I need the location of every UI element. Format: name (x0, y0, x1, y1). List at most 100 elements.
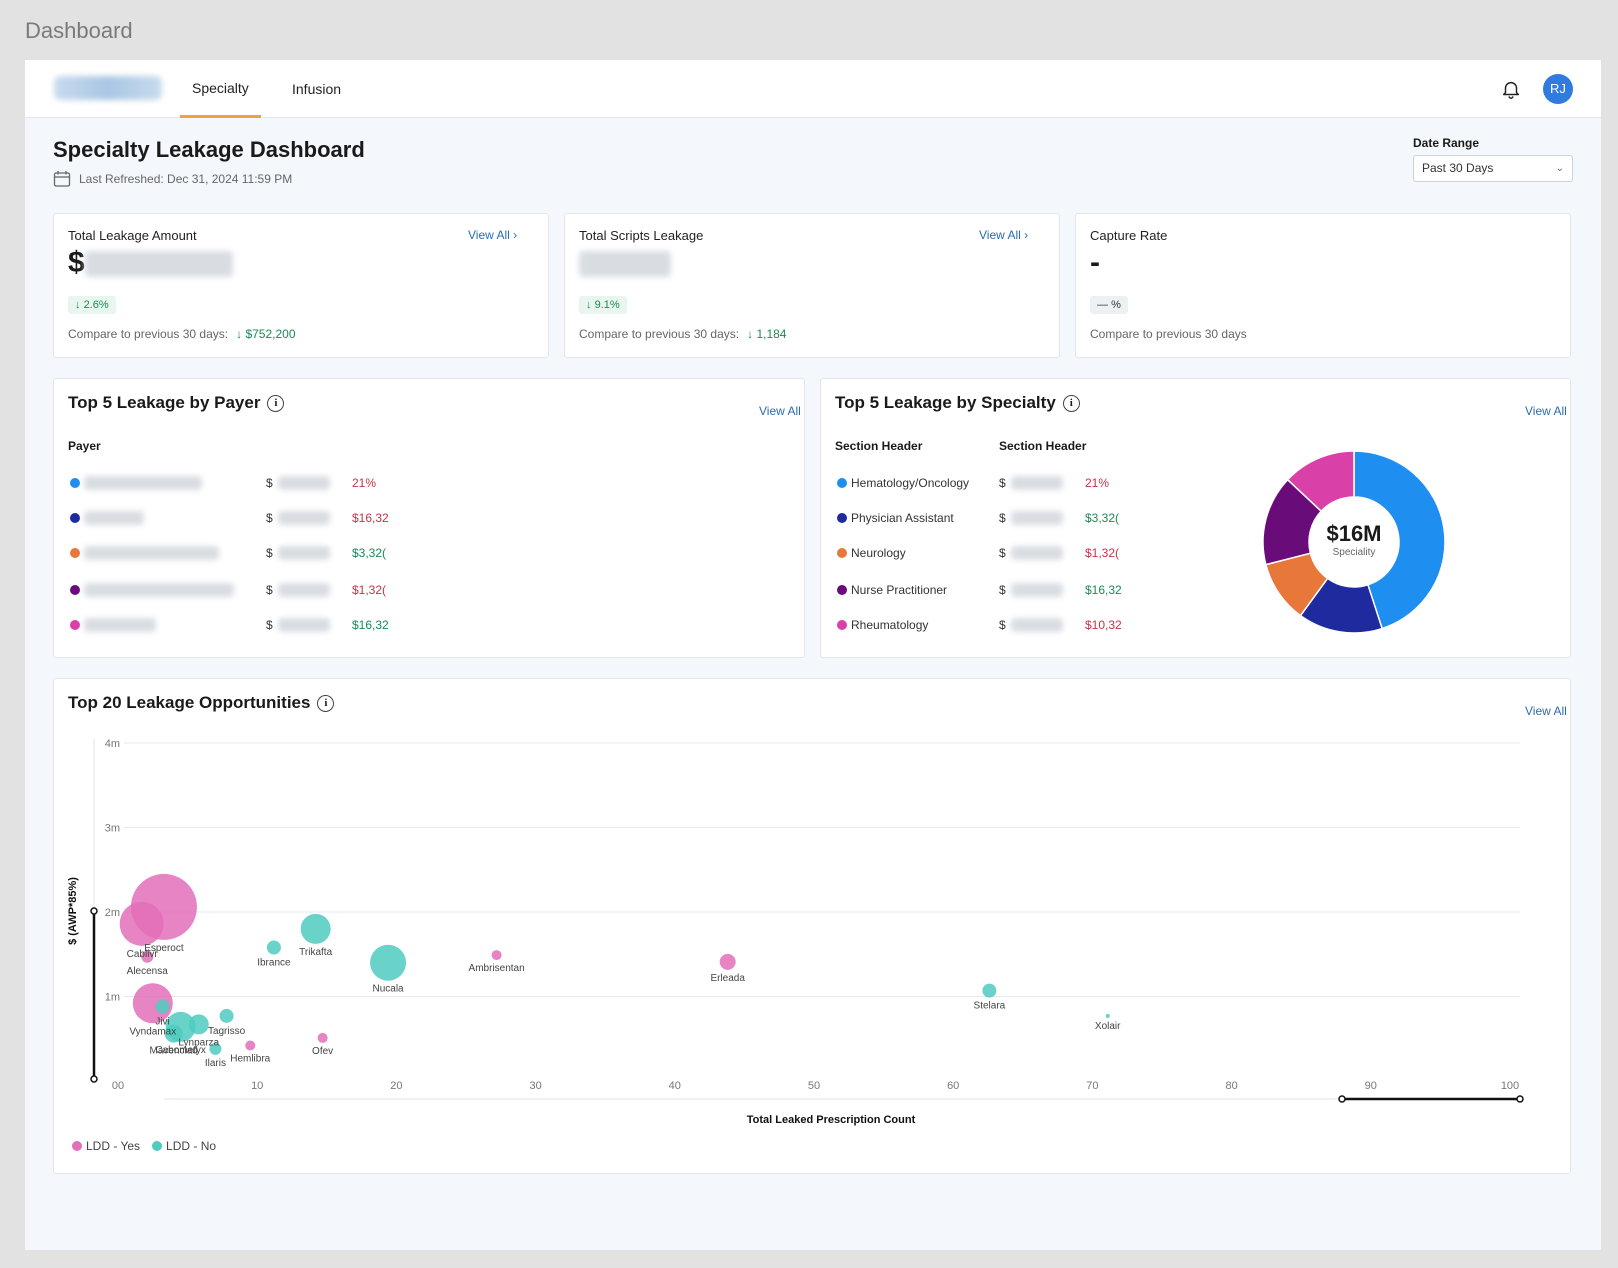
bubble-trikafta[interactable] (300, 913, 331, 944)
specialty-color-dot (837, 478, 847, 488)
currency-symbol: $ (999, 618, 1006, 632)
page-title: Specialty Leakage Dashboard (53, 137, 365, 162)
info-icon[interactable]: i (267, 394, 285, 412)
x-tick-label: 10 (251, 1080, 263, 1092)
change-badge: ↓ 2.6% (68, 296, 116, 314)
bubble-jivi[interactable] (155, 999, 170, 1014)
kpi-card-leakage-amount: Total Leakage Amount View All › $ ↓ 2.6%… (53, 213, 549, 358)
last-refreshed-text: Last Refreshed: Dec 31, 2024 11:59 PM (79, 172, 293, 186)
view-all-link[interactable]: View All (759, 404, 801, 418)
payer-row[interactable]: $ 21% (68, 474, 428, 492)
change-value: $1,32( (1085, 546, 1120, 560)
payer-color-dot (70, 478, 80, 488)
last-refreshed: Last Refreshed: Dec 31, 2024 11:59 PM (53, 170, 292, 188)
kpi-card-capture-rate: Capture Rate - — % Compare to previous 3… (1075, 213, 1571, 358)
change-value: 21% (352, 476, 377, 490)
x-tick-label: 40 (669, 1080, 681, 1092)
app-logo[interactable] (54, 76, 162, 100)
info-icon[interactable]: i (1062, 394, 1080, 412)
change-value: 21% (1085, 476, 1110, 490)
bubble-label: Alecensa (127, 966, 169, 977)
payer-column-header: Payer (68, 439, 101, 453)
compare-text: Compare to previous 30 days: ↓ $752,200 (68, 327, 296, 341)
x-tick-label: 70 (1086, 1080, 1098, 1092)
currency-symbol: $ (999, 583, 1006, 597)
currency-symbol: $ (266, 583, 273, 597)
payer-row[interactable]: $ $16,32 (68, 616, 428, 634)
payer-row[interactable]: $ $3,32( (68, 544, 428, 562)
specialty-row[interactable]: Physician Assistant $ $3,32( (835, 509, 1135, 527)
y-tick-label: 2m (105, 907, 120, 919)
specialty-row[interactable]: Neurology $ $1,32( (835, 544, 1135, 562)
view-all-link[interactable]: View All (1525, 404, 1567, 418)
specialty-row[interactable]: Rheumatology $ $10,32 (835, 616, 1135, 634)
y-slider-handle-top[interactable] (90, 907, 98, 915)
redacted-value (579, 251, 671, 278)
x-slider-handle-left[interactable] (1338, 1095, 1346, 1103)
page-label: Dashboard (25, 18, 133, 43)
legend-item-ldd-yes[interactable]: LDD - Yes (72, 1139, 140, 1153)
bubble-xolair[interactable] (1105, 1013, 1110, 1018)
view-all-link[interactable]: View All (1525, 704, 1567, 718)
redacted-amount (278, 546, 330, 560)
bell-icon[interactable] (1500, 78, 1522, 100)
kpi-value: - (1090, 246, 1100, 279)
bubble-ibrance[interactable] (266, 940, 281, 955)
x-slider-handle-right[interactable] (1516, 1095, 1524, 1103)
chart-legend: LDD - Yes LDD - No (72, 1139, 216, 1153)
section-header-1: Section Header (835, 439, 923, 453)
specialty-name: Nurse Practitioner (851, 583, 948, 597)
specialty-row[interactable]: Hematology/Oncology $ 21% (835, 474, 1135, 492)
bubble-label: Esperoct (144, 943, 184, 954)
tab-specialty[interactable]: Specialty (180, 60, 261, 118)
bubble-hemlibra[interactable] (245, 1040, 256, 1051)
info-icon[interactable]: i (317, 694, 335, 712)
specialty-color-dot (837, 585, 847, 595)
section-title: Top 5 Leakage by Payer i (68, 393, 285, 413)
bubble-label: Tagrisso (208, 1026, 246, 1037)
bubble-label: Erleada (710, 973, 745, 984)
kpi-value (579, 246, 671, 280)
bubble-tagrisso[interactable] (219, 1008, 234, 1023)
bubble-ilaris[interactable] (209, 1042, 222, 1055)
bubble-label: Stelara (974, 1001, 1006, 1012)
currency-symbol: $ (999, 476, 1006, 490)
bubble-erleada[interactable] (719, 953, 736, 970)
donut-hole (1309, 497, 1399, 587)
payer-color-dot (70, 513, 80, 523)
bubble-alecensa[interactable] (141, 950, 154, 963)
payer-card: Top 5 Leakage by Payer i View All Payer $… (53, 378, 805, 658)
redacted-amount (1011, 546, 1063, 560)
section-title: Top 20 Leakage Opportunities i (68, 693, 335, 713)
specialty-row[interactable]: Nurse Practitioner $ $16,32 (835, 581, 1135, 599)
payer-row[interactable]: $ $16,32 (68, 509, 428, 527)
bubble-label: Ambrisentan (469, 963, 525, 974)
bubble-label: Ofev (312, 1046, 333, 1057)
tab-infusion[interactable]: Infusion (292, 81, 342, 97)
bubble-ofev[interactable] (317, 1032, 328, 1043)
view-all-link[interactable]: View All › (979, 228, 1029, 242)
bubble-nucala[interactable] (370, 944, 407, 981)
avatar[interactable]: RJ (1543, 74, 1573, 104)
chevron-down-icon: ⌄ (1555, 163, 1564, 174)
change-value: $1,32( (352, 583, 387, 597)
donut-center-value: $16M (1326, 521, 1381, 546)
date-range-select[interactable]: Past 30 Days ⌄ (1413, 155, 1573, 182)
change-value: $10,32 (1085, 618, 1122, 632)
bubble-ambrisentan[interactable] (491, 950, 502, 961)
kpi-label: Total Scripts Leakage (579, 228, 704, 243)
bubble-cablivi[interactable] (119, 901, 164, 946)
section-title: Top 5 Leakage by Specialty i (835, 393, 1080, 413)
y-tick-label: 1m (105, 992, 120, 1004)
bubble-label: Trikafta (299, 947, 332, 958)
y-slider-handle-bottom[interactable] (90, 1075, 98, 1083)
legend-item-ldd-no[interactable]: LDD - No (152, 1139, 216, 1153)
payer-row[interactable]: $ $1,32( (68, 581, 428, 599)
bubble-mavenclad[interactable] (164, 1024, 183, 1043)
bubble-lynparza[interactable] (188, 1014, 209, 1035)
bubble-stelara[interactable] (982, 983, 997, 998)
date-range-value: Past 30 Days (1422, 161, 1494, 175)
redacted-amount (1011, 583, 1063, 597)
specialty-card: Top 5 Leakage by Specialty i View All Sec… (820, 378, 1571, 658)
view-all-link[interactable]: View All › (468, 228, 518, 242)
